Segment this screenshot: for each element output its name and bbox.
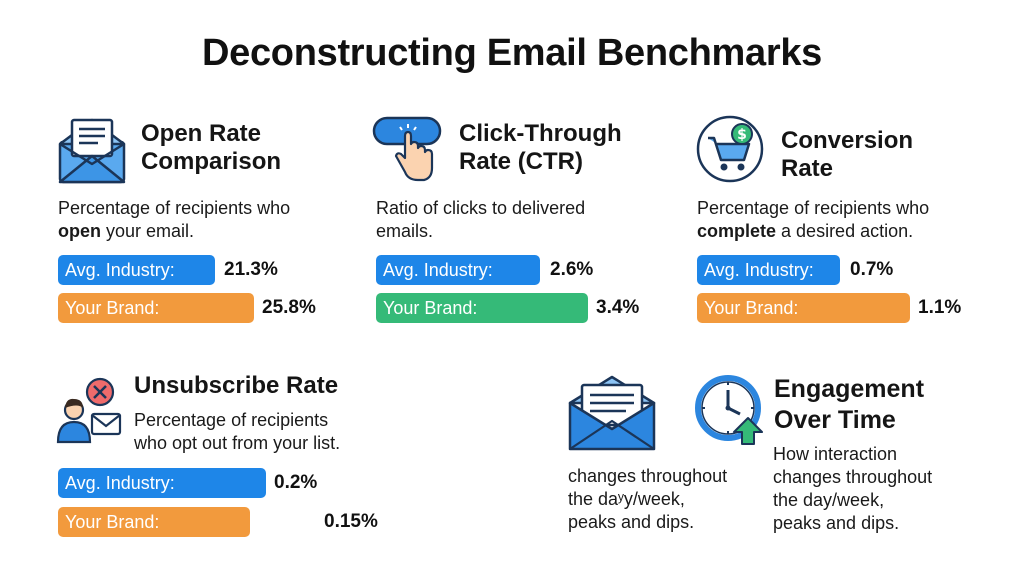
- shopping-cart-dollar-icon: $: [694, 114, 766, 184]
- unsubscribe-industry-bar: Avg. Industry:: [58, 468, 266, 498]
- click-button-icon: [372, 114, 444, 184]
- ctr-description: Ratio of clicks to delivered emails.: [376, 198, 586, 241]
- open-rate-brand-value: 25.8%: [262, 297, 316, 318]
- engagement-title: Engagement Over Time: [774, 375, 925, 434]
- engagement-description: How interaction changes throughout the d…: [773, 444, 933, 533]
- engagement-left-description: changes throughout the daʸy/week, peaks …: [568, 466, 728, 532]
- ctr-industry-bar: Avg. Industry:: [376, 255, 540, 285]
- ctr-brand-bar: Your Brand:: [376, 293, 588, 323]
- envelope-letter-icon: [56, 114, 128, 184]
- unsubscribe-title: Unsubscribe Rate: [134, 372, 339, 399]
- conversion-brand-bar: Your Brand:: [697, 293, 910, 323]
- clock-arrow-icon: [694, 374, 766, 446]
- unsubscribe-brand-value: 0.15%: [324, 511, 378, 532]
- ctr-title: Click-Through Rate (CTR): [459, 120, 622, 175]
- ctr-brand-value: 3.4%: [596, 297, 640, 318]
- page-title: Deconstructing Email Benchmarks: [201, 32, 822, 74]
- ctr-industry-value: 2.6%: [550, 259, 594, 280]
- open-rate-description: Percentage of recipients who open your e…: [58, 198, 291, 241]
- conversion-industry-bar: Avg. Industry:: [697, 255, 840, 285]
- conversion-brand-value: 1.1%: [918, 297, 962, 318]
- conversion-title: Conversion Rate: [781, 127, 914, 182]
- open-rate-brand-bar: Your Brand:: [58, 293, 254, 323]
- open-rate-industry-value: 21.3%: [224, 259, 278, 280]
- unsubscribe-industry-value: 0.2%: [274, 472, 318, 493]
- unsubscribe-brand-bar: Your Brand:: [58, 507, 250, 537]
- unsubscribe-description: Percentage of recipients who opt out fro…: [134, 410, 341, 453]
- conversion-industry-value: 0.7%: [850, 259, 894, 280]
- svg-text:$: $: [737, 127, 747, 143]
- conversion-description: Percentage of recipients who complete a …: [697, 198, 930, 241]
- open-rate-industry-bar: Avg. Industry:: [58, 255, 215, 285]
- open-rate-title: Open Rate Comparison: [141, 120, 282, 175]
- open-envelope-icon: [566, 373, 658, 453]
- user-unsubscribe-icon: [56, 376, 124, 444]
